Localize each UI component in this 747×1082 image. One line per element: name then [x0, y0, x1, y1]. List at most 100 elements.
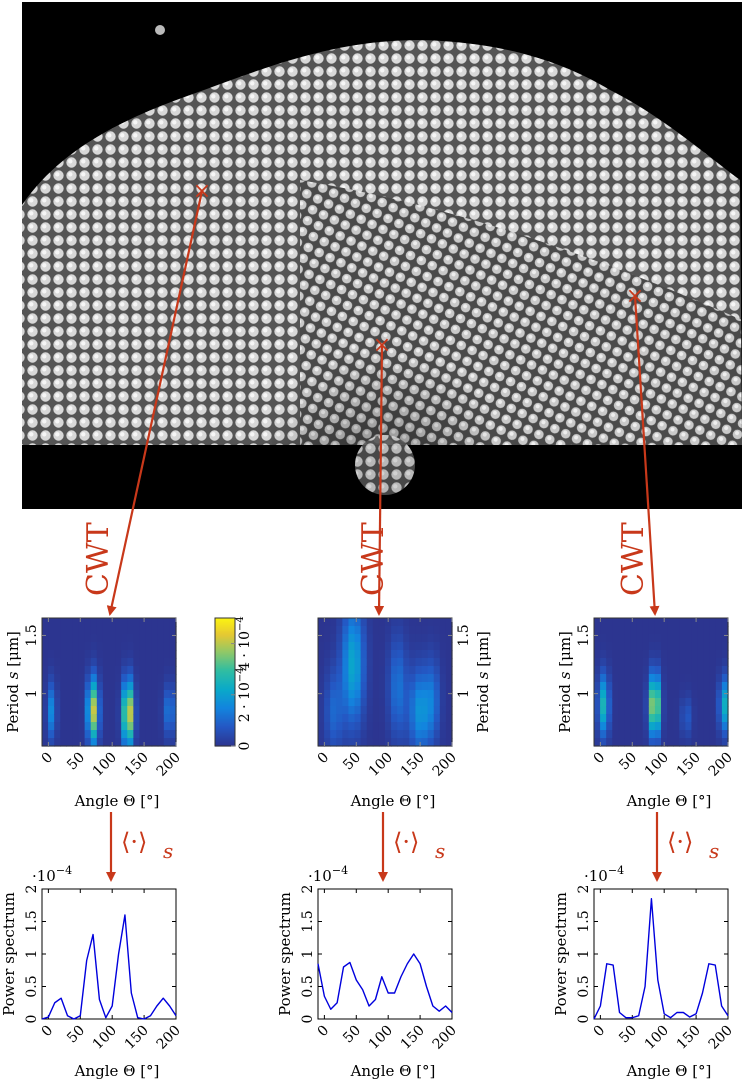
colorbar-cell: [215, 706, 235, 709]
heatmap-cell: [115, 690, 122, 699]
heatmap-cell: [78, 658, 86, 667]
heatmap-cell: [60, 690, 67, 699]
heatmap-cell: [60, 722, 67, 731]
heatmap-cell: [169, 634, 177, 643]
heatmap-cell: [102, 730, 110, 739]
heatmap-cell: [336, 730, 343, 739]
heatmap-cell: [648, 706, 656, 715]
line-xtick-label: 150: [398, 1023, 428, 1053]
colorbar-cell: [215, 702, 235, 705]
heatmap-cell: [348, 650, 356, 659]
heatmap-cell: [600, 682, 607, 691]
cwt-arrow-center: [374, 344, 385, 616]
heatmap-cell: [427, 634, 435, 643]
heatmap-cell: [433, 714, 441, 723]
colorbar-cell: [215, 700, 235, 703]
heatmap-cell: [709, 714, 717, 723]
heatmap-cell: [709, 738, 717, 747]
line-ylabel: Power spectrum: [552, 892, 570, 1016]
heatmap-cell: [96, 634, 104, 643]
heatmap-cell: [378, 658, 386, 667]
heatmap-cell: [163, 658, 171, 667]
heatmap-cell: [151, 738, 159, 747]
heatmap-cell: [84, 690, 92, 699]
heatmap-frame: [593, 617, 729, 747]
heatmap-cell: [324, 650, 331, 659]
heatmap-cell: [157, 650, 165, 659]
heatmap-cell: [354, 634, 362, 643]
heatmap-cell: [157, 666, 165, 675]
heatmap-cell: [48, 690, 55, 699]
heatmap-cell: [685, 738, 693, 747]
heatmap-cell: [427, 722, 435, 731]
heatmap-cell: [54, 722, 61, 731]
colorbar-cell: [215, 650, 235, 653]
heatmap-cell: [330, 738, 337, 747]
heatmap-cell: [606, 690, 613, 699]
heatmap-ylabel: Period s [μm]: [474, 631, 492, 733]
line-ytick-label: 0: [576, 1015, 592, 1024]
heatmap-cell: [318, 698, 325, 707]
heatmap-cell: [360, 722, 368, 731]
heatmap-cell: [48, 658, 55, 667]
heatmap-cell: [96, 730, 104, 739]
colorbar-cell: [215, 632, 235, 635]
heatmap-cell: [636, 682, 644, 691]
heatmap-cell: [703, 714, 711, 723]
heatmap-cell: [366, 706, 374, 715]
heatmap-cell: [96, 658, 104, 667]
heatmap-cell: [90, 714, 98, 723]
heatmap-cell: [439, 642, 447, 651]
heatmap-cell: [618, 650, 626, 659]
heatmap-cell: [685, 706, 693, 715]
heatmap-cell: [102, 626, 110, 635]
heatmap-cell: [145, 682, 153, 691]
heatmap-cell: [342, 674, 350, 683]
heatmap-cell: [709, 682, 717, 691]
heatmap-cell: [654, 650, 662, 659]
heatmap-xtick-label: 0: [591, 750, 609, 768]
heatmap-cell: [618, 642, 626, 651]
heatmap-cell: [348, 698, 356, 707]
heatmap-cell: [673, 682, 680, 691]
heatmap-cell: [715, 666, 723, 675]
heatmap-cell: [433, 626, 441, 635]
colorbar-cell: [215, 724, 235, 727]
colorbar-cell: [215, 688, 235, 691]
heatmap-cell: [378, 682, 386, 691]
colorbar-cell: [215, 682, 235, 685]
heatmap-cell: [102, 674, 110, 683]
heatmap-cell: [360, 658, 368, 667]
heatmap-cell: [691, 658, 699, 667]
heatmap-cell: [439, 698, 447, 707]
heatmap-cell: [409, 674, 417, 683]
heatmap-cell: [133, 682, 141, 691]
heatmap-cell: [133, 714, 141, 723]
heatmap-xtick-label: 0: [39, 750, 57, 768]
heatmap-cell: [648, 634, 656, 643]
heatmap-cell: [157, 626, 165, 635]
heatmap-cell: [661, 642, 668, 651]
heatmap-cell: [336, 634, 343, 643]
heatmap-cell: [612, 674, 619, 683]
heatmap-cell: [415, 690, 423, 699]
heatmap-cell: [354, 698, 362, 707]
heatmap-cell: [433, 674, 441, 683]
heatmap-cell: [366, 738, 374, 747]
heatmap-cell: [163, 666, 171, 675]
heatmap-cell: [594, 634, 601, 643]
colorbar-cell: [215, 630, 235, 633]
heatmap-cell: [612, 642, 619, 651]
heatmap-cell: [636, 690, 644, 699]
heatmap-cell: [102, 690, 110, 699]
heatmap-cell: [109, 642, 116, 651]
heatmap-cell: [403, 706, 410, 715]
colorbar-cell: [215, 672, 235, 675]
heatmap-cell: [354, 626, 362, 635]
heatmap-cell: [169, 666, 177, 675]
heatmap-cell: [121, 650, 128, 659]
heatmap-cell: [157, 658, 165, 667]
heatmap-cell: [342, 682, 350, 691]
heatmap-cell: [439, 658, 447, 667]
